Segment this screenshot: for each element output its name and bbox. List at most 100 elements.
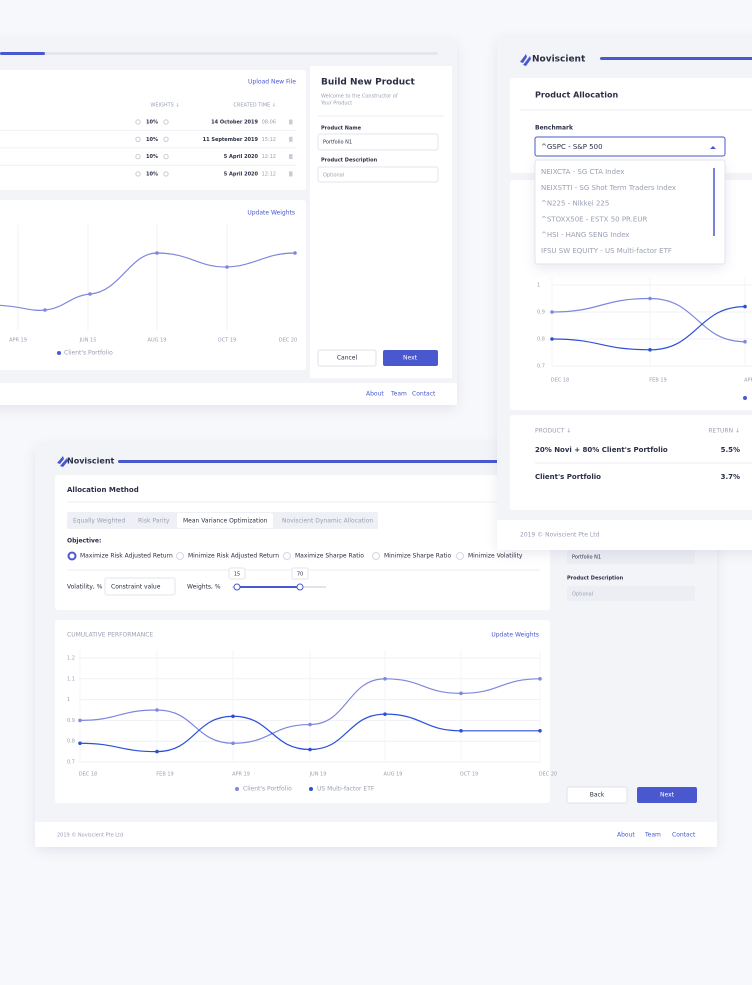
- update-weights[interactable]: Update Weights: [491, 632, 539, 639]
- point: [231, 714, 235, 719]
- radio-label: Maximize Sharpe Ratio: [295, 553, 364, 560]
- tab[interactable]: Mean Variance Optimization: [183, 518, 268, 525]
- legend-label: US Multi-factor ETF: [317, 786, 375, 793]
- form-title: Build New Product: [321, 78, 415, 88]
- footer-link[interactable]: Team: [644, 832, 661, 839]
- footer: [35, 822, 717, 847]
- delete-icon[interactable]: [289, 119, 293, 125]
- back-button[interactable]: [566, 786, 628, 804]
- delete-icon[interactable]: [289, 171, 293, 177]
- radio[interactable]: [456, 552, 464, 560]
- point: [538, 677, 542, 681]
- y-tick-label: 0.9: [67, 718, 75, 724]
- slider-handle[interactable]: [233, 583, 241, 591]
- cell: 20% Novi + 80% Client's Portfolio: [535, 446, 668, 454]
- radio-label: Maximize Risk Adjusted Return: [80, 553, 173, 560]
- chart-title: CUMULATIVE PERFORMANCE: [67, 632, 153, 639]
- method-panel: [55, 475, 550, 610]
- point: [459, 691, 463, 696]
- active-tab[interactable]: [177, 513, 273, 528]
- radio[interactable]: [283, 552, 291, 560]
- dropdown-option[interactable]: ^N225 - Nikkei 225: [541, 200, 609, 208]
- plus-button[interactable]: [163, 153, 169, 160]
- table-panel: [0, 70, 306, 190]
- volatility-input[interactable]: [104, 577, 176, 596]
- desc-input[interactable]: [317, 166, 439, 183]
- cell: 5.5%: [721, 446, 740, 454]
- desc-input[interactable]: [567, 586, 695, 601]
- y-tick-label: 1.2: [67, 656, 75, 662]
- date: 11 September 2019: [203, 137, 259, 143]
- input-value: Portfolio N1: [323, 140, 352, 146]
- tab[interactable]: Risk Parity: [138, 518, 170, 525]
- button-label: Next: [660, 792, 675, 799]
- button-label: Next: [403, 355, 418, 362]
- footer-link[interactable]: Contact: [412, 391, 436, 398]
- minus-button[interactable]: [135, 136, 141, 143]
- legend-label: Client's Portfolio: [64, 350, 113, 357]
- time: 12:12: [262, 154, 276, 160]
- field-label: Product Name: [321, 126, 362, 132]
- x-tick-label: AUG 19: [384, 772, 403, 778]
- tab[interactable]: Noviscient Dynamic Allocation: [282, 518, 373, 525]
- plus-button[interactable]: [163, 136, 169, 143]
- legend-dot: [309, 787, 313, 791]
- weight: 10%: [146, 120, 158, 126]
- next-button[interactable]: [637, 787, 697, 803]
- point: [308, 722, 312, 727]
- x-tick-label: DEC 20: [539, 772, 557, 778]
- button-label: Back: [590, 792, 605, 799]
- name-input[interactable]: [317, 133, 439, 151]
- point: [550, 310, 554, 314]
- dots: [43, 251, 297, 312]
- x-tick-label: DEC 18: [79, 772, 97, 778]
- time: 12:12: [262, 171, 276, 177]
- column-header: CREATED TIME ↓: [233, 103, 276, 109]
- footer-link[interactable]: Team: [390, 391, 407, 398]
- weight: 10%: [146, 137, 158, 143]
- footer: [0, 383, 457, 405]
- input-value: Portfolio N1: [572, 555, 601, 561]
- dropdown-option[interactable]: NEIXSTTI - SG Shot Term Traders Index: [541, 184, 676, 192]
- update-weights[interactable]: Update Weights: [247, 210, 295, 217]
- footer-link[interactable]: About: [617, 832, 635, 839]
- form-area: [557, 540, 707, 810]
- field-label: Product Description: [567, 576, 624, 582]
- minus-button[interactable]: [135, 119, 141, 125]
- point: [155, 708, 159, 712]
- logo: Noviscient: [532, 55, 586, 65]
- dropdown-option[interactable]: ^STOXX50E - ESTX 50 PR.EUR: [541, 215, 647, 223]
- minus-button[interactable]: [135, 171, 141, 177]
- cancel-button[interactable]: [317, 349, 377, 367]
- panel-title: Allocation Method: [67, 486, 139, 494]
- radio[interactable]: [176, 552, 184, 560]
- select-arrow: [710, 146, 716, 149]
- progress-track: [0, 52, 438, 55]
- minus-button[interactable]: [135, 153, 141, 160]
- upload-link[interactable]: Upload New File: [248, 79, 296, 86]
- dropdown-option[interactable]: NEIXCTA - SG CTA Index: [541, 168, 624, 176]
- benchmark-select[interactable]: [534, 136, 726, 157]
- radio[interactable]: [67, 551, 77, 561]
- delete-icon[interactable]: [289, 136, 293, 142]
- field-label: Product Description: [321, 158, 378, 164]
- dropdown-option[interactable]: IFSU SW EQUITY - US Multi-factor ETF: [541, 247, 672, 255]
- dropdown-option[interactable]: ^HSI - HANG SENG Index: [541, 231, 630, 239]
- slider-handle[interactable]: [296, 583, 304, 591]
- x-tick-label: APR 19: [744, 378, 752, 384]
- plus-button[interactable]: [163, 171, 169, 177]
- tab[interactable]: Equally Weighted: [73, 518, 125, 525]
- point: [231, 741, 235, 746]
- name-input[interactable]: [567, 549, 695, 564]
- footer-link[interactable]: Contact: [672, 832, 696, 839]
- slider-bubble: [228, 567, 246, 580]
- plus-button[interactable]: [163, 119, 169, 125]
- form-panel: [310, 66, 452, 378]
- radio[interactable]: [372, 552, 380, 560]
- next-button[interactable]: [383, 350, 438, 366]
- cell: 3.7%: [721, 473, 740, 481]
- y-tick-label: 0.7: [537, 364, 545, 370]
- footer-link[interactable]: About: [366, 391, 384, 398]
- delete-icon[interactable]: [289, 154, 293, 160]
- window-b: Noviscient Product Allocation Benchmark …: [497, 36, 752, 550]
